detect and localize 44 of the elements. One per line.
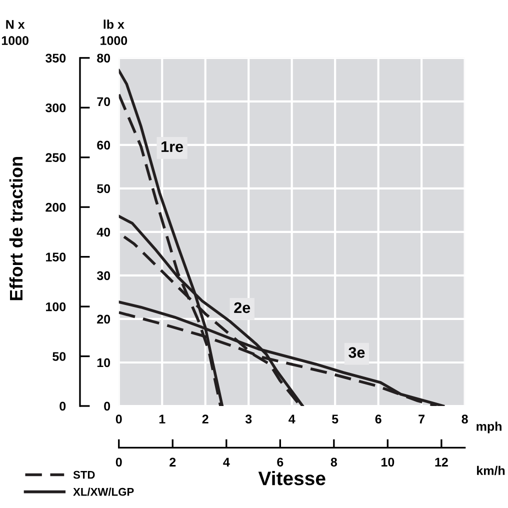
y2-tick-label: 300 xyxy=(46,103,66,112)
x2-tick-label: 6 xyxy=(277,458,284,467)
x-tick-label: 2 xyxy=(202,414,208,424)
y2-tick-label: 150 xyxy=(46,252,66,262)
y-tick-label: 80 xyxy=(97,54,110,63)
x-tick-label: 1 xyxy=(159,414,166,424)
y2-axis-title: N x 1000 xyxy=(2,20,28,45)
y-tick-label: 10 xyxy=(97,358,110,368)
annotation: 1re xyxy=(162,141,184,152)
x-tick-label: 5 xyxy=(332,414,338,424)
legend-label: XL/XW/LGP xyxy=(73,488,134,496)
y2-tick-label: 0 xyxy=(60,402,66,411)
x2-axis-title: km/h xyxy=(477,466,505,476)
x2-tick-label: 4 xyxy=(223,458,230,466)
x-tick-label: 0 xyxy=(116,414,122,424)
x2-tick-label: 8 xyxy=(330,458,338,467)
y2-tick-label: 100 xyxy=(46,302,66,312)
x-tick-label: 3 xyxy=(245,414,252,424)
y-tick-label: 70 xyxy=(97,97,110,106)
x-tick-label: 8 xyxy=(462,414,468,424)
annotation: 2e xyxy=(234,302,250,314)
y2-tick-label: 350 xyxy=(46,54,66,63)
text: Vitesse xyxy=(258,470,326,486)
x-tick-label: 4 xyxy=(288,414,296,424)
x2-tick-label: 12 xyxy=(435,458,448,466)
annotation: 3e xyxy=(348,347,365,358)
legend-label: STD xyxy=(73,470,95,479)
x2-tick-label: 10 xyxy=(382,458,394,467)
y-tick-label: 50 xyxy=(97,184,110,194)
y-tick-label: 30 xyxy=(96,271,110,280)
x-tick-label: 6 xyxy=(375,414,382,424)
x-tick-label: 7 xyxy=(418,414,425,424)
y-axis-title: lb x 1000 xyxy=(100,20,128,45)
y2-tick-label: 50 xyxy=(52,352,66,361)
y2-tick-label: 200 xyxy=(46,202,66,212)
x2-tick-label: 0 xyxy=(116,458,122,467)
x2-tick-label: 2 xyxy=(170,458,176,466)
y-tick-label: 0 xyxy=(104,402,110,411)
y-tick-label: 40 xyxy=(96,228,110,237)
x-axis-title: mph xyxy=(476,422,502,434)
y2-tick-label: 250 xyxy=(46,153,66,162)
y-tick-label: 60 xyxy=(97,140,110,150)
text: Effort de traction xyxy=(9,156,23,300)
y-tick-label: 20 xyxy=(97,314,110,324)
